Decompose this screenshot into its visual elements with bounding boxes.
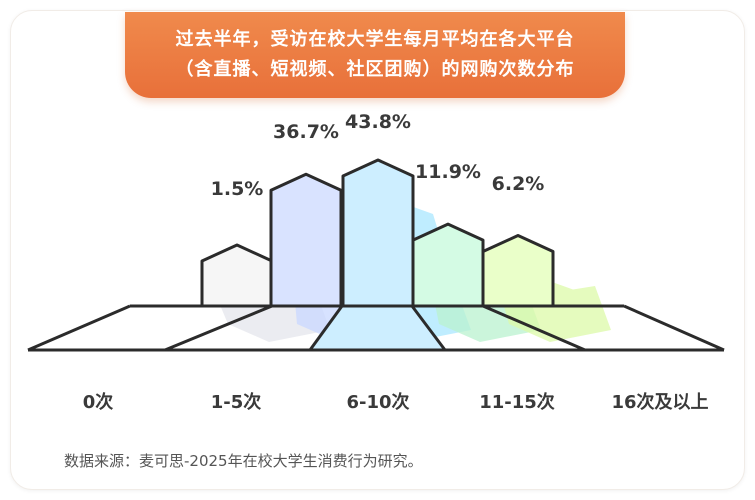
category-label: 0次: [83, 391, 114, 413]
bar: [481, 234, 555, 308]
chart-floor: [27, 304, 725, 352]
value-label: 11.9%: [415, 161, 481, 183]
value-labels: 1.5% 36.7% 43.8% 11.9% 6.2%: [211, 111, 545, 200]
floor-divider: [482, 304, 586, 352]
category-label: 11-15次: [479, 391, 555, 413]
title-line-2: （含直播、短视频、社区团购）的网购次数分布: [175, 59, 575, 80]
category-label: 6-10次: [346, 391, 409, 413]
bar: [411, 222, 485, 308]
title-banner: 过去半年，受访在校大学生每月平均在各大平台 （含直播、短视频、社区团购）的网购次…: [125, 12, 625, 98]
floor-left-edge: [27, 304, 131, 352]
value-label: 6.2%: [492, 173, 545, 195]
floor-divider: [164, 304, 273, 352]
bar: [341, 158, 415, 308]
floor-right-edge: [623, 304, 725, 352]
category-label: 1-5次: [211, 391, 262, 413]
value-label: 43.8%: [345, 111, 411, 133]
title-line-1: 过去半年，受访在校大学生每月平均在各大平台: [175, 29, 575, 50]
category-label: 16次及以上: [611, 391, 708, 413]
floor-divider: [308, 305, 344, 351]
value-label: 36.7%: [273, 121, 339, 143]
category-labels: 0次 1-5次 6-10次 11-15次 16次及以上: [83, 391, 709, 413]
bar: [200, 243, 274, 308]
floor-highlight: [310, 306, 445, 350]
bars: [200, 158, 555, 308]
floor-divider: [410, 305, 447, 351]
source-note: 数据来源：麦可思-2025年在校大学生消费行为研究。: [64, 452, 423, 470]
bar: [269, 172, 343, 308]
value-label: 1.5%: [211, 178, 264, 200]
